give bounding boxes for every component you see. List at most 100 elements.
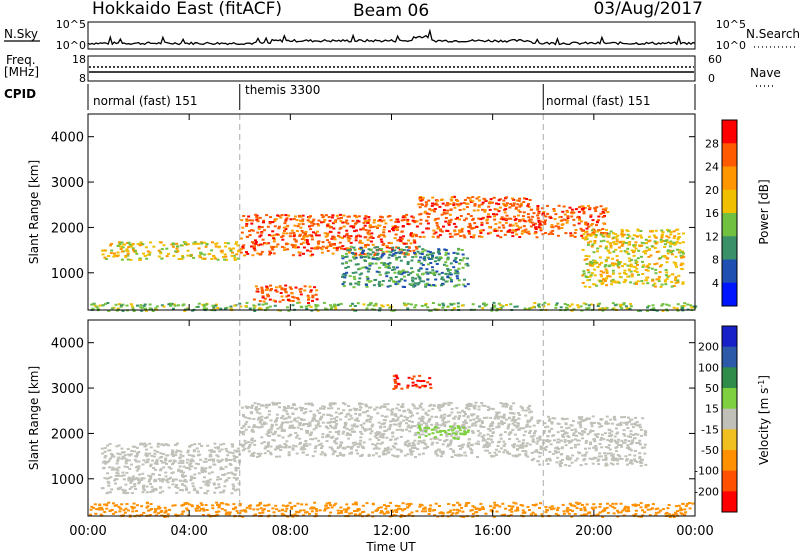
power-scatter-cell-5 bbox=[594, 261, 598, 264]
vel-scatter-cell-5 bbox=[456, 508, 459, 511]
power-scatter-cell-4 bbox=[284, 290, 288, 293]
vel-scatter-cell-0 bbox=[165, 462, 168, 465]
power-scatter-cell-5 bbox=[670, 285, 674, 288]
power-scatter-cell-6 bbox=[346, 249, 350, 252]
power-scatter-cell-7 bbox=[426, 306, 430, 309]
power-scatter-cell-0 bbox=[129, 258, 133, 261]
power-scatter-cell-2 bbox=[495, 208, 499, 211]
vel-scatter-cell-3 bbox=[451, 429, 455, 432]
power-scatter-cell-5 bbox=[590, 233, 594, 236]
power-scatter-cell-5 bbox=[667, 275, 671, 278]
power-scatter-cell-5 bbox=[590, 229, 594, 232]
vel-scatter-cell-2 bbox=[538, 463, 542, 466]
vel-scatter-cell-1 bbox=[377, 455, 381, 458]
power-scatter-cell-3 bbox=[606, 211, 610, 214]
power-scatter-cell-2 bbox=[436, 217, 440, 220]
vel-scatter-cell-1 bbox=[359, 430, 363, 433]
vel-scatter-cell-2 bbox=[532, 434, 536, 437]
vel-scatter-cell-5 bbox=[648, 514, 652, 517]
power-scatter-cell-0 bbox=[131, 247, 135, 250]
power-scatter-cell-5 bbox=[660, 233, 664, 236]
power-scatter-cell-1 bbox=[317, 234, 321, 237]
power-scatter-cell-1 bbox=[284, 228, 288, 230]
power-scatter-cell-1 bbox=[367, 220, 371, 223]
power-scatter-cell-0 bbox=[121, 246, 125, 249]
power-scatter-cell-1 bbox=[339, 226, 343, 229]
power-scatter-cell-2 bbox=[522, 225, 526, 228]
vel-scatter-cell-1 bbox=[423, 442, 426, 445]
power-scatter-cell-7 bbox=[291, 304, 295, 307]
vel-scatter-cell-1 bbox=[481, 439, 485, 442]
vel-scatter-cell-4 bbox=[395, 375, 399, 378]
vel-scatter-cell-2 bbox=[596, 459, 600, 462]
vel-scatter-cell-1 bbox=[421, 416, 425, 419]
vel-scatter-cell-5 bbox=[583, 513, 586, 516]
power-scatter-cell-6 bbox=[366, 255, 370, 258]
vel-scatter-cell-2 bbox=[636, 433, 640, 436]
vel-scatter-cell-1 bbox=[438, 409, 442, 412]
vel-scatter-cell-5 bbox=[227, 513, 231, 516]
power-scatter-cell-1 bbox=[382, 242, 386, 245]
power-scatter-cell-1 bbox=[378, 234, 382, 237]
power-scatter-cell-6 bbox=[457, 248, 461, 251]
power-scatter-cell-0 bbox=[128, 243, 132, 246]
power-scatter-cell-6 bbox=[377, 271, 381, 274]
vel-scatter-cell-0 bbox=[135, 453, 139, 456]
vel-scatter-cell-1 bbox=[391, 454, 395, 457]
vel-scatter-cell-1 bbox=[277, 434, 281, 437]
vel-scatter-cell-1 bbox=[355, 449, 359, 452]
power-scatter-cell-6 bbox=[402, 275, 406, 278]
vel-scatter-cell-5 bbox=[521, 509, 525, 512]
power-scatter-cell-6 bbox=[437, 248, 441, 251]
power-scatter-cell-1 bbox=[401, 252, 405, 255]
power-scatter-cell-2 bbox=[518, 236, 522, 238]
power-scatter-cell-0 bbox=[170, 243, 174, 246]
vel-scatter-cell-2 bbox=[532, 424, 536, 427]
power-scatter-cell-6 bbox=[365, 267, 369, 270]
vel-scatter-cell-5 bbox=[308, 512, 311, 515]
vel-scatter-cell-1 bbox=[269, 445, 273, 448]
vel-scatter-cell-5 bbox=[107, 501, 111, 504]
vel-scatter-cell-0 bbox=[137, 482, 141, 485]
vel-scatter-cell-0 bbox=[172, 461, 176, 464]
power-scatter-cell-7 bbox=[406, 307, 410, 310]
vel-scatter-cell-0 bbox=[121, 471, 125, 474]
vel-scatter-cell-5 bbox=[544, 505, 548, 508]
vel-scatter-cell-1 bbox=[288, 424, 292, 427]
power-scatter-cell-6 bbox=[346, 265, 350, 268]
power-scatter-cell-5 bbox=[652, 234, 656, 237]
power-scatter-cell-5 bbox=[611, 269, 615, 272]
vel-scatter-cell-1 bbox=[355, 408, 359, 410]
power-scatter-cell-2 bbox=[435, 222, 439, 224]
power-scatter-cell-3 bbox=[598, 229, 602, 232]
vel-scatter-cell-0 bbox=[123, 465, 127, 468]
vel-scatter-cell-1 bbox=[293, 419, 296, 422]
vel-scatter-cell-0 bbox=[108, 449, 112, 452]
vel-scatter-cell-1 bbox=[361, 446, 365, 449]
vel-scatter-cell-1 bbox=[326, 433, 330, 436]
vel-scatter-cell-2 bbox=[616, 454, 620, 457]
power-scatter-cell-2 bbox=[450, 196, 454, 199]
vel-scatter-cell-2 bbox=[612, 415, 616, 418]
vel-scatter-cell-0 bbox=[235, 488, 239, 491]
vel-scatter-cell-5 bbox=[343, 508, 346, 511]
power-scatter-cell-6 bbox=[448, 277, 452, 279]
vel-scatter-cell-1 bbox=[304, 442, 308, 445]
power-scatter-cell-1 bbox=[414, 246, 418, 248]
power-scatter-cell-1 bbox=[357, 234, 361, 237]
vel-scatter-cell-2 bbox=[613, 418, 617, 421]
power-scatter-cell-1 bbox=[272, 237, 276, 240]
vel-scatter-cell-2 bbox=[536, 440, 540, 443]
vel-scatter-cell-0 bbox=[207, 472, 211, 475]
vel-scatter-cell-1 bbox=[486, 449, 489, 452]
power-scatter-cell-2 bbox=[523, 197, 526, 200]
power-scatter-cell-3 bbox=[578, 218, 582, 221]
power-scatter-cell-4 bbox=[262, 300, 266, 303]
power-scatter-cell-4 bbox=[268, 298, 272, 301]
vel-scatter-cell-0 bbox=[151, 467, 155, 470]
power-scatter-cell-6 bbox=[393, 271, 397, 274]
vel-scatter-cell-1 bbox=[374, 444, 378, 446]
vel-scatter-cell-1 bbox=[529, 418, 533, 421]
power-scatter-cell-5 bbox=[651, 284, 655, 287]
power-scatter-cell-3 bbox=[566, 219, 570, 222]
